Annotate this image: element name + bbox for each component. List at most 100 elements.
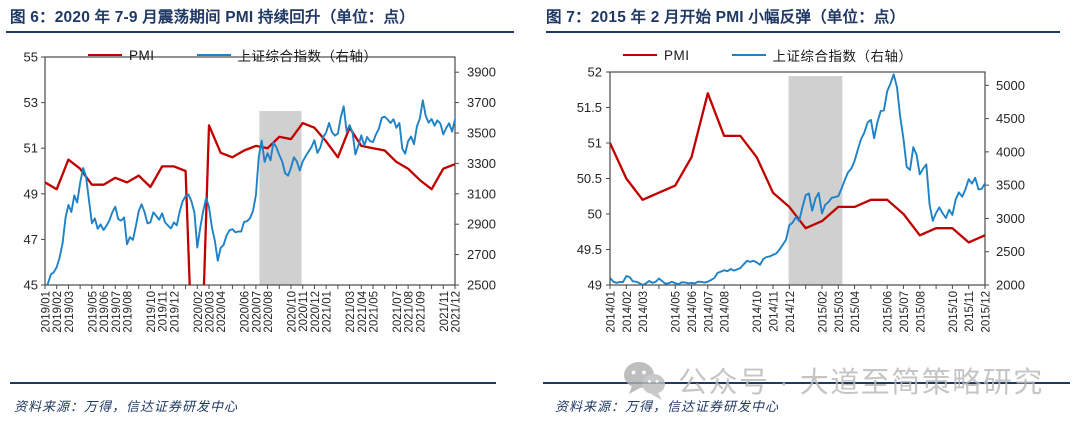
legend-item: 上证综合指数（右轴） (731, 45, 913, 65)
y-tick-label-left: 50 (588, 207, 602, 222)
x-tick-label: 2019/10 (146, 291, 158, 333)
figure6-title-rule (6, 31, 514, 33)
x-tick-label: 2019/07 (111, 291, 123, 333)
x-tick-label: 2020/07 (251, 291, 263, 333)
y-tick-label-right: 3700 (467, 95, 496, 110)
pmi-line (45, 121, 455, 285)
y-tick-label-right: 3100 (467, 186, 496, 201)
y-tick-label-right: 2700 (467, 247, 496, 262)
x-tick-label: 2014/03 (638, 291, 650, 333)
x-tick-label: 2015/12 (981, 291, 993, 333)
y-tick-label-left: 53 (24, 95, 38, 110)
legend-line-swatch (196, 53, 231, 57)
highlight-band (259, 111, 302, 285)
highlight-band (788, 76, 843, 285)
x-tick-label: 2015/02 (817, 291, 829, 333)
x-tick-label: 2015/07 (899, 291, 911, 333)
y-tick-label-left: 55 (24, 50, 38, 65)
x-tick-label: 2021/08 (404, 291, 416, 333)
figure7-title: 图 7：2015 年 2 月开始 PMI 小幅反弹（单位：点） (546, 9, 906, 26)
sse-index-line (610, 73, 985, 285)
x-tick-label: 2020/10 (287, 291, 299, 333)
y-tick-label-left: 52 (588, 65, 602, 80)
y-tick-label-left: 51.5 (577, 100, 602, 115)
sse-index-line (46, 99, 455, 285)
plot-frame (44, 56, 456, 286)
x-tick-label: 2019/01 (41, 291, 53, 333)
x-tick-label: 2019/06 (99, 291, 111, 333)
legend-label: 上证综合指数（右轴） (237, 49, 378, 64)
x-tick-label: 2014/02 (622, 291, 634, 333)
y-tick-label-left: 51 (588, 136, 602, 151)
figure6-source: 资料来源：万得，信达证券研发中心 (14, 399, 239, 414)
x-tick-label: 2021/05 (369, 291, 381, 333)
x-tick-label: 2014/06 (687, 291, 699, 333)
x-tick-label: 2014/05 (671, 291, 683, 333)
y-tick-label-left: 49 (588, 278, 602, 293)
x-tick-label: 2015/10 (948, 291, 960, 333)
legend-label: 上证综合指数（右轴） (772, 49, 913, 64)
chart-图 6: 45 47 49 51 53 55 2500 2700 2900 3100 3300 3500 3700… (24, 50, 496, 333)
y-tick-label-right: 2900 (467, 217, 496, 232)
y-tick-label-left: 51 (24, 141, 38, 156)
x-tick-label: 2021/09 (415, 291, 427, 333)
x-tick-label: 2019/12 (169, 291, 181, 333)
legend-item: PMI (623, 48, 690, 63)
x-tick-label: 2021/04 (357, 290, 369, 332)
y-tick-label-right: 2000 (996, 278, 1025, 293)
y-tick-label-right: 3500 (467, 126, 496, 141)
chart-图 7: 49 49.5 50 50.5 51 51.5 52 2000 2500 3000 3500 4000… (577, 65, 1025, 333)
x-tick-label: 2020/12 (310, 291, 322, 333)
x-tick-label: 2014/08 (720, 291, 732, 333)
y-tick-label-right: 4500 (996, 111, 1025, 126)
legend-label: PMI (129, 47, 155, 63)
x-tick-label: 2021/12 (451, 291, 463, 333)
y-tick-label-left: 49 (24, 186, 38, 201)
figure6-legend: PMI 上证综合指数（右轴） (88, 45, 378, 65)
x-tick-label: 2014/01 (606, 291, 618, 333)
figure7-legend: PMI 上证综合指数（右轴） (623, 45, 913, 65)
legend-line-swatch (623, 53, 657, 57)
y-tick-label-right: 2500 (996, 244, 1025, 259)
x-tick-label: 2020/06 (240, 291, 252, 333)
y-tick-label-right: 3000 (996, 211, 1025, 226)
x-tick-label: 2014/10 (752, 291, 764, 333)
y-tick-label-left: 49.5 (577, 242, 602, 257)
x-tick-label: 2014/07 (703, 291, 715, 333)
y-axis-right: 2500 2700 2900 3100 3300 3500 3700 3900 (455, 65, 496, 293)
figure7-title-rule (546, 31, 1060, 33)
legend-item: PMI (88, 48, 155, 63)
x-tick-label: 2020/03 (205, 291, 217, 333)
y-tick-label-left: 45 (24, 278, 38, 293)
legend-item: 上证综合指数（右轴） (196, 45, 378, 65)
legend-label: PMI (664, 47, 690, 63)
y-axis-left: 49 49.5 50 50.5 51 51.5 52 (577, 65, 610, 293)
x-axis: 2019/01 2019/02 2019/03 2019/05 2019/06 2019/… (41, 285, 463, 333)
x-tick-label: 2019/11 (158, 291, 170, 332)
x-tick-label: 2019/03 (64, 291, 76, 333)
y-tick-label-left: 50.5 (577, 171, 602, 186)
x-tick-label: 2021/03 (345, 291, 357, 333)
x-tick-label: 2020/02 (193, 291, 205, 333)
figure7-source: 资料来源：万得，信达证券研发中心 (555, 399, 780, 414)
y-tick-label-right: 2500 (467, 278, 496, 293)
y-tick-label-right: 3500 (996, 178, 1025, 193)
x-tick-label: 2021/07 (392, 291, 404, 333)
x-tick-label: 2020/04 (216, 290, 228, 332)
y-tick-label-left: 47 (24, 232, 38, 247)
y-tick-label-right: 5000 (996, 78, 1025, 93)
y-axis-right: 2000 2500 3000 3500 4000 4500 5000 (985, 78, 1025, 293)
x-tick-label: 2020/08 (263, 291, 275, 333)
figure6-title: 图 6：2020 年 7-9 月震荡期间 PMI 持续回升（单位：点） (10, 9, 415, 26)
x-tick-label: 2015/08 (915, 291, 927, 333)
x-tick-label: 2020/11 (298, 291, 310, 332)
figure7-bottom-rule (543, 382, 1070, 384)
x-tick-label: 2021/01 (322, 291, 334, 333)
x-tick-label: 2015/06 (883, 291, 895, 333)
x-tick-label: 2014/12 (785, 291, 797, 333)
x-tick-label: 2019/02 (52, 291, 64, 333)
y-tick-label-right: 4000 (996, 144, 1025, 159)
y-tick-label-right: 3300 (467, 156, 496, 171)
x-tick-label: 2015/11 (964, 291, 976, 332)
